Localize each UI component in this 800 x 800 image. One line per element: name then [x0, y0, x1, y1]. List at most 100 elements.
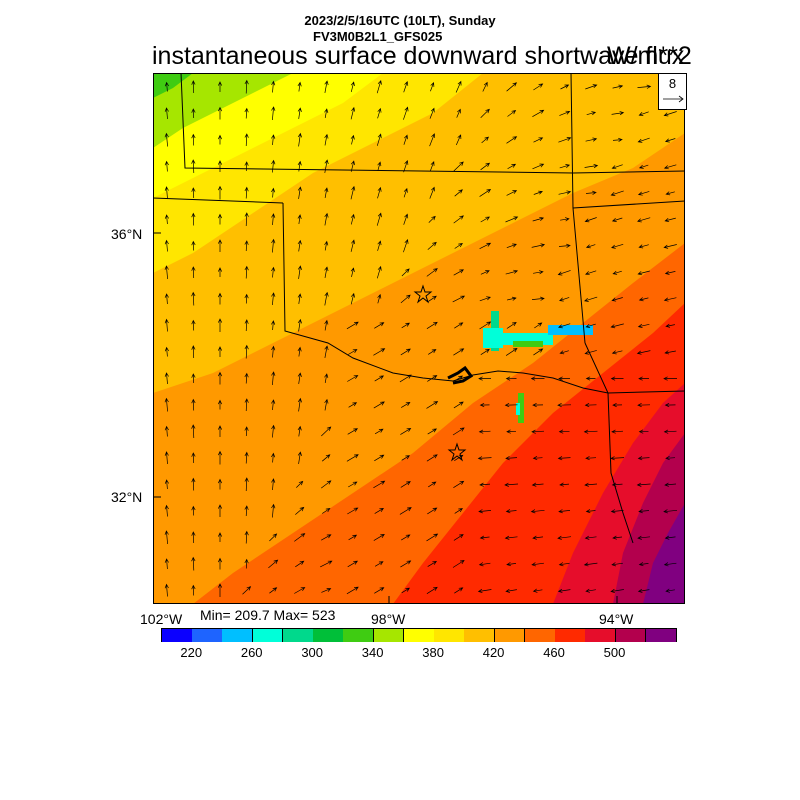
colorbar-swatch	[555, 629, 586, 642]
wind-arrow	[663, 376, 678, 381]
colorbar-swatch	[403, 629, 435, 642]
wind-arrow	[346, 586, 359, 595]
wind-arrow	[297, 132, 302, 147]
wind-arrow	[374, 561, 384, 567]
wind-arrow	[164, 479, 170, 490]
wind-arrow	[217, 450, 223, 465]
wind-arrow	[533, 137, 544, 143]
colorbar-tick-label: 500	[603, 645, 626, 660]
wind-arrow	[271, 345, 276, 358]
wind-arrow	[164, 397, 169, 412]
wind-arrow	[191, 108, 196, 119]
wind-arrow	[164, 239, 169, 252]
wind-arrow	[664, 138, 676, 143]
wind-arrow	[611, 429, 624, 434]
wind-arrow	[426, 586, 438, 594]
wind-arrow	[244, 426, 249, 437]
wind-arrow	[532, 402, 544, 408]
wind-arrow	[244, 319, 249, 332]
wind-arrow	[453, 161, 464, 172]
wind-arrow	[505, 376, 517, 381]
wind-arrow	[480, 162, 491, 171]
wind-arrow	[531, 296, 545, 301]
wind-arrow	[638, 111, 649, 116]
wind-arrow	[350, 160, 355, 172]
wind-arrow	[636, 350, 651, 355]
wind-arrow	[505, 509, 517, 514]
wind-arrow	[191, 531, 196, 544]
wind-arrow	[585, 376, 596, 381]
wind-arrow	[530, 509, 545, 514]
wind-arrow	[297, 160, 302, 172]
wind-arrow	[584, 535, 597, 540]
wind-arrow	[455, 80, 462, 93]
wind-arrow	[324, 80, 329, 93]
wind-arrow	[376, 80, 382, 94]
wind-arrow	[479, 482, 491, 487]
wind-arrow	[376, 212, 382, 226]
wind-arrow	[427, 295, 437, 303]
wind-arrow	[191, 291, 196, 306]
wind-arrow	[611, 562, 623, 567]
wind-arrow	[271, 159, 276, 173]
wind-arrow	[374, 375, 384, 382]
wind-arrow	[452, 295, 466, 303]
wind-arrow	[244, 212, 249, 227]
colorbar	[161, 628, 677, 642]
wind-arrow	[453, 534, 464, 541]
wind-arrow	[506, 190, 518, 196]
wind-arrow	[164, 530, 169, 545]
wind-arrow	[585, 456, 597, 461]
wind-arrow	[427, 241, 437, 250]
wind-arrow	[610, 323, 624, 329]
wind-arrow	[664, 217, 676, 223]
wind-arrow	[348, 534, 358, 541]
wind-arrow	[610, 456, 625, 461]
wind-arrow	[217, 213, 223, 225]
wind-arrow	[191, 556, 196, 571]
wind-arrow	[426, 321, 438, 329]
wind-arrow	[558, 323, 571, 329]
main-title: instantaneous surface downward shortwave…	[152, 42, 685, 70]
wind-arrow	[559, 350, 569, 355]
wind-arrow	[533, 83, 544, 91]
wind-arrow	[559, 110, 571, 116]
wind-arrow	[557, 588, 571, 593]
wind-arrow	[164, 504, 169, 517]
colorbar-tick-label: 460	[543, 645, 565, 660]
wind-arrow	[271, 266, 276, 278]
wind-arrow	[191, 240, 196, 251]
wind-arrow	[217, 160, 223, 172]
wind-arrow	[191, 452, 196, 464]
wind-arrow	[164, 558, 169, 570]
wind-arrow	[271, 80, 276, 93]
wind-vectors	[164, 79, 678, 597]
wind-arrow	[533, 348, 544, 356]
wind-arrow	[399, 374, 412, 383]
wind-arrow	[504, 402, 518, 408]
wind-arrow	[637, 217, 651, 223]
wind-arrow	[269, 587, 278, 594]
wind-arrow	[374, 507, 384, 514]
wind-arrow	[585, 509, 596, 514]
wind-arrow	[295, 560, 305, 568]
wind-arrow	[664, 270, 676, 275]
wind-arrow	[637, 137, 650, 143]
wind-arrow	[455, 134, 462, 146]
wind-arrow	[532, 455, 543, 461]
wind-arrow	[217, 318, 223, 332]
colorbar-swatch	[645, 629, 677, 642]
colorbar-swatch	[313, 629, 344, 642]
wind-arrow	[244, 477, 249, 492]
wind-arrow	[164, 372, 169, 385]
wind-arrow	[244, 293, 249, 304]
wind-arrow	[324, 398, 329, 411]
wind-arrow	[348, 402, 358, 408]
vector-reference-box: 8	[658, 73, 687, 110]
wind-arrow	[427, 375, 438, 382]
wind-arrow	[350, 134, 355, 145]
wind-arrow	[297, 214, 302, 225]
wind-arrow	[244, 133, 249, 147]
wind-arrow	[271, 187, 276, 198]
wind-arrow	[271, 292, 276, 306]
